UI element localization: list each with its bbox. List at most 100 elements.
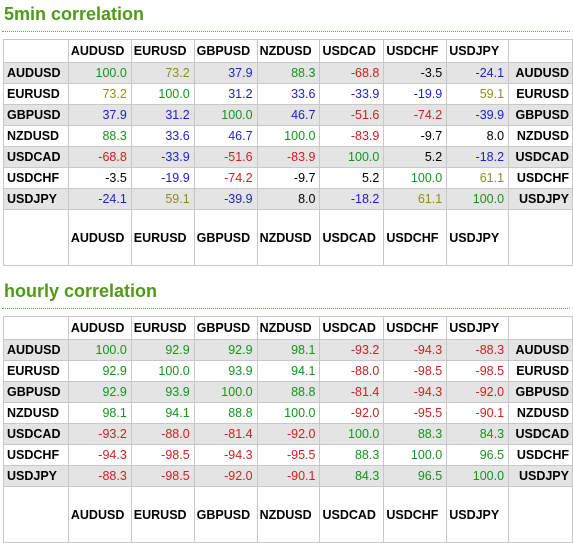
row-label-right: AUDUSD xyxy=(508,62,573,84)
correlation-value: -95.5 xyxy=(383,402,448,424)
correlation-value: 100.0 xyxy=(383,167,448,189)
correlation-value: 100.0 xyxy=(193,104,258,126)
correlation-value: 92.9 xyxy=(67,360,132,382)
correlation-value: 37.9 xyxy=(67,104,132,126)
correlation-value: 73.2 xyxy=(130,62,195,84)
correlation-value: -92.0 xyxy=(193,465,258,487)
correlation-table: AUDUSD EURUSD GBPUSD NZDUSD USDCAD USDCHF USDJ… xyxy=(3,39,573,266)
column-footer: USDCAD xyxy=(319,486,385,543)
column-header: USDJPY xyxy=(446,316,510,340)
correlation-value: -88.3 xyxy=(67,465,132,487)
correlation-value: 8.0 xyxy=(256,188,321,210)
column-header: EURUSD xyxy=(130,39,195,63)
row-label: USDCHF xyxy=(3,444,69,466)
corner-cell xyxy=(3,209,69,266)
row-label-right: AUDUSD xyxy=(508,339,573,361)
column-header: AUDUSD xyxy=(67,39,132,63)
table-row: AUDUSD 100.0 73.2 37.9 88.3 -68.8 -3.5 -24.1 AUD… xyxy=(3,62,573,84)
section-title: hourly correlation xyxy=(4,281,158,301)
correlation-value: 84.3 xyxy=(446,423,510,445)
corner-cell xyxy=(508,209,573,266)
correlation-value: -18.2 xyxy=(319,188,385,210)
column-header: NZDUSD xyxy=(256,39,321,63)
row-label-right: NZDUSD xyxy=(508,402,573,424)
correlation-value: 88.8 xyxy=(256,381,321,403)
correlation-value: 100.0 xyxy=(383,444,448,466)
column-header: EURUSD xyxy=(130,316,195,340)
table-row: USDCHF -3.5 -19.9 -74.2 -9.7 5.2 100.0 61.1 USDC… xyxy=(3,167,573,189)
correlation-value: 98.1 xyxy=(67,402,132,424)
correlation-value: -98.5 xyxy=(130,444,195,466)
correlation-value: -24.1 xyxy=(446,62,510,84)
correlation-value: -98.5 xyxy=(446,360,510,382)
correlation-value: -74.2 xyxy=(193,167,258,189)
correlation-value: 31.2 xyxy=(130,104,195,126)
column-footer: NZDUSD xyxy=(256,209,321,266)
row-label: EURUSD xyxy=(3,83,69,105)
row-label-right: NZDUSD xyxy=(508,125,573,147)
row-label-right: USDCAD xyxy=(508,146,573,168)
table-row: USDJPY -88.3 -98.5 -92.0 -90.1 84.3 96.5 100.0 U… xyxy=(3,465,573,487)
correlation-value: 100.0 xyxy=(67,339,132,361)
correlation-value: -95.5 xyxy=(256,444,321,466)
correlation-value: -39.9 xyxy=(446,104,510,126)
column-footer: EURUSD xyxy=(130,209,195,266)
table-row: NZDUSD 88.3 33.6 46.7 100.0 -83.9 -9.7 8.0 NZDUS… xyxy=(3,125,573,147)
column-header: USDJPY xyxy=(446,39,510,63)
correlation-value: 88.3 xyxy=(383,423,448,445)
correlation-table: AUDUSD EURUSD GBPUSD NZDUSD USDCAD USDCHF USDJ… xyxy=(3,316,573,543)
correlation-value: -92.0 xyxy=(319,402,385,424)
corner-cell xyxy=(3,316,69,340)
correlation-value: 61.1 xyxy=(383,188,448,210)
correlation-value: 93.9 xyxy=(130,381,195,403)
column-header: GBPUSD xyxy=(193,39,258,63)
row-label-right: EURUSD xyxy=(508,83,573,105)
row-label: USDCHF xyxy=(3,167,69,189)
correlation-value: 92.9 xyxy=(67,381,132,403)
column-footer: AUDUSD xyxy=(67,209,132,266)
column-header: GBPUSD xyxy=(193,316,258,340)
corner-cell xyxy=(3,486,69,543)
correlation-value: -51.6 xyxy=(319,104,385,126)
row-label: USDCAD xyxy=(3,423,69,445)
correlation-value: 93.9 xyxy=(193,360,258,382)
table-row: GBPUSD 92.9 93.9 100.0 88.8 -81.4 -94.3 -92.0 GB… xyxy=(3,381,573,403)
column-footer: USDCHF xyxy=(383,209,448,266)
row-label: AUDUSD xyxy=(3,62,69,84)
correlation-value: 96.5 xyxy=(383,465,448,487)
correlation-value: -90.1 xyxy=(446,402,510,424)
row-label: USDCAD xyxy=(3,146,69,168)
table-row: EURUSD 73.2 100.0 31.2 33.6 -33.9 -19.9 59.1 EUR… xyxy=(3,83,573,105)
corner-cell xyxy=(508,486,573,543)
column-header: USDCAD xyxy=(319,316,385,340)
correlation-value: -94.3 xyxy=(67,444,132,466)
correlation-value: -33.9 xyxy=(319,83,385,105)
correlation-value: -88.0 xyxy=(319,360,385,382)
correlation-value: -9.7 xyxy=(383,125,448,147)
section-divider xyxy=(2,31,570,32)
correlation-value: 100.0 xyxy=(256,402,321,424)
correlation-value: -68.8 xyxy=(67,146,132,168)
table-row: USDCAD -68.8 -33.9 -51.6 -83.9 100.0 5.2 -18.2 U… xyxy=(3,146,573,168)
correlation-value: 100.0 xyxy=(446,188,510,210)
correlation-value: -92.0 xyxy=(256,423,321,445)
correlation-value: -19.9 xyxy=(383,83,448,105)
row-label: GBPUSD xyxy=(3,104,69,126)
correlation-value: 73.2 xyxy=(67,83,132,105)
correlation-value: -24.1 xyxy=(67,188,132,210)
correlation-value: -81.4 xyxy=(193,423,258,445)
correlation-value: -98.5 xyxy=(383,360,448,382)
correlation-value: -3.5 xyxy=(383,62,448,84)
column-footer: GBPUSD xyxy=(193,209,258,266)
correlation-value: -33.9 xyxy=(130,146,195,168)
correlation-value: 88.8 xyxy=(193,402,258,424)
column-footer: USDJPY xyxy=(446,486,510,543)
row-label: AUDUSD xyxy=(3,339,69,361)
correlation-value: 100.0 xyxy=(130,360,195,382)
correlation-value: 5.2 xyxy=(319,167,385,189)
correlation-value: 94.1 xyxy=(130,402,195,424)
correlation-value: -51.6 xyxy=(193,146,258,168)
correlation-value: 59.1 xyxy=(130,188,195,210)
correlation-value: 92.9 xyxy=(193,339,258,361)
correlation-value: -68.8 xyxy=(319,62,385,84)
